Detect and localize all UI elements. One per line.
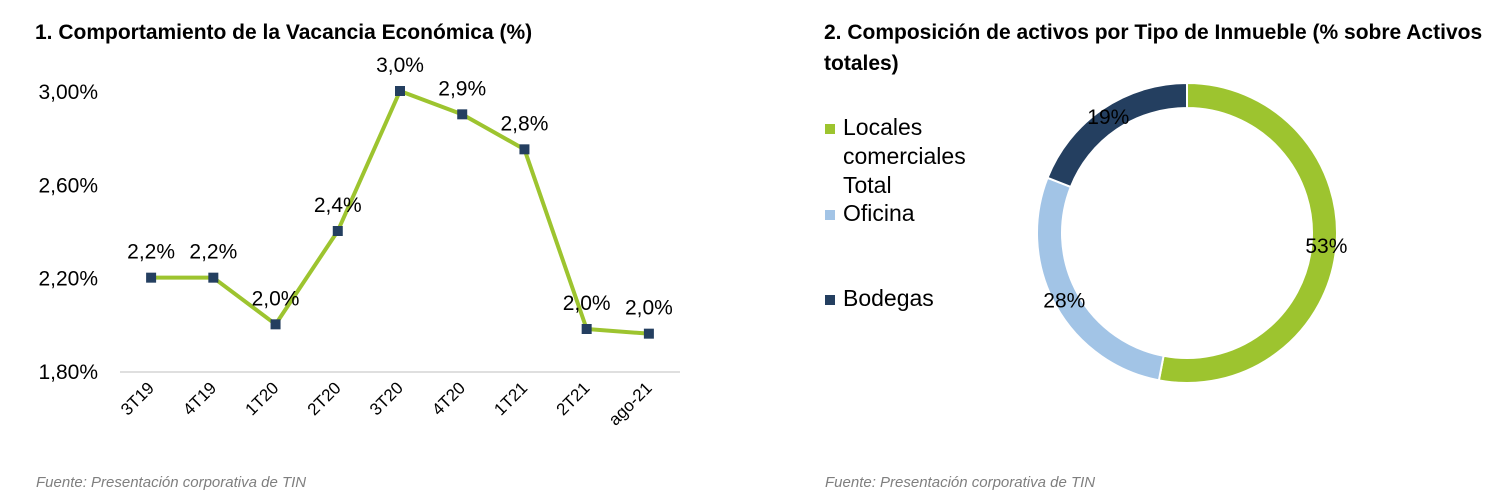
data-label: 3,0% [376,54,424,77]
data-point-marker [581,324,592,334]
data-label: 2,9% [438,77,486,100]
donut-slice [1046,81,1188,189]
donut-slice [1036,176,1165,382]
legend-label: Locales [843,114,922,140]
slice-label: 19% [1087,106,1129,129]
data-label: 2,2% [127,241,175,264]
legend-label: Bodegas [843,285,934,311]
legend-swatch [825,210,835,220]
legend-label: comerciales [843,143,966,169]
legend-label: Oficina [843,200,915,226]
data-point-marker [643,328,654,339]
legend-swatch [825,124,835,134]
legend-swatch [825,295,835,305]
donut-chart-source: Fuente: Presentación corporativa de TIN [825,474,1096,491]
data-point-marker [457,109,468,120]
data-label: 2,0% [563,292,611,315]
y-tick-label: 2,20% [38,268,98,291]
line-chart-title: 1. Comportamiento de la Vacancia Económi… [35,21,533,44]
legend-label: Total [843,172,892,198]
y-tick-label: 2,60% [38,174,98,197]
donut-chart-title: 2. Composición de activos por Tipo de In… [824,21,1483,75]
data-label: 2,0% [625,297,673,320]
donut-slice [1157,81,1338,384]
data-point-marker [519,144,530,155]
data-label: 2,8% [501,112,549,135]
line-chart-source: Fuente: Presentación corporativa de TIN [36,474,307,491]
data-point-marker [208,272,219,283]
y-tick-label: 1,80% [38,361,98,384]
data-point-marker [270,319,281,330]
slice-label: 28% [1043,289,1085,312]
vacancy-line-chart: 1,80%2,20%2,60%3,00%3T19 4T19 1T20 2T20 3T20… [38,54,680,429]
y-tick-label: 3,00% [38,81,98,104]
slice-label: 53% [1305,235,1347,258]
data-label: 2,0% [252,287,300,310]
data-label: 2,2% [189,241,237,264]
data-label: 2,4% [314,194,362,217]
data-point-marker [395,86,405,96]
data-point-marker [146,272,157,283]
data-point-marker [332,226,343,236]
